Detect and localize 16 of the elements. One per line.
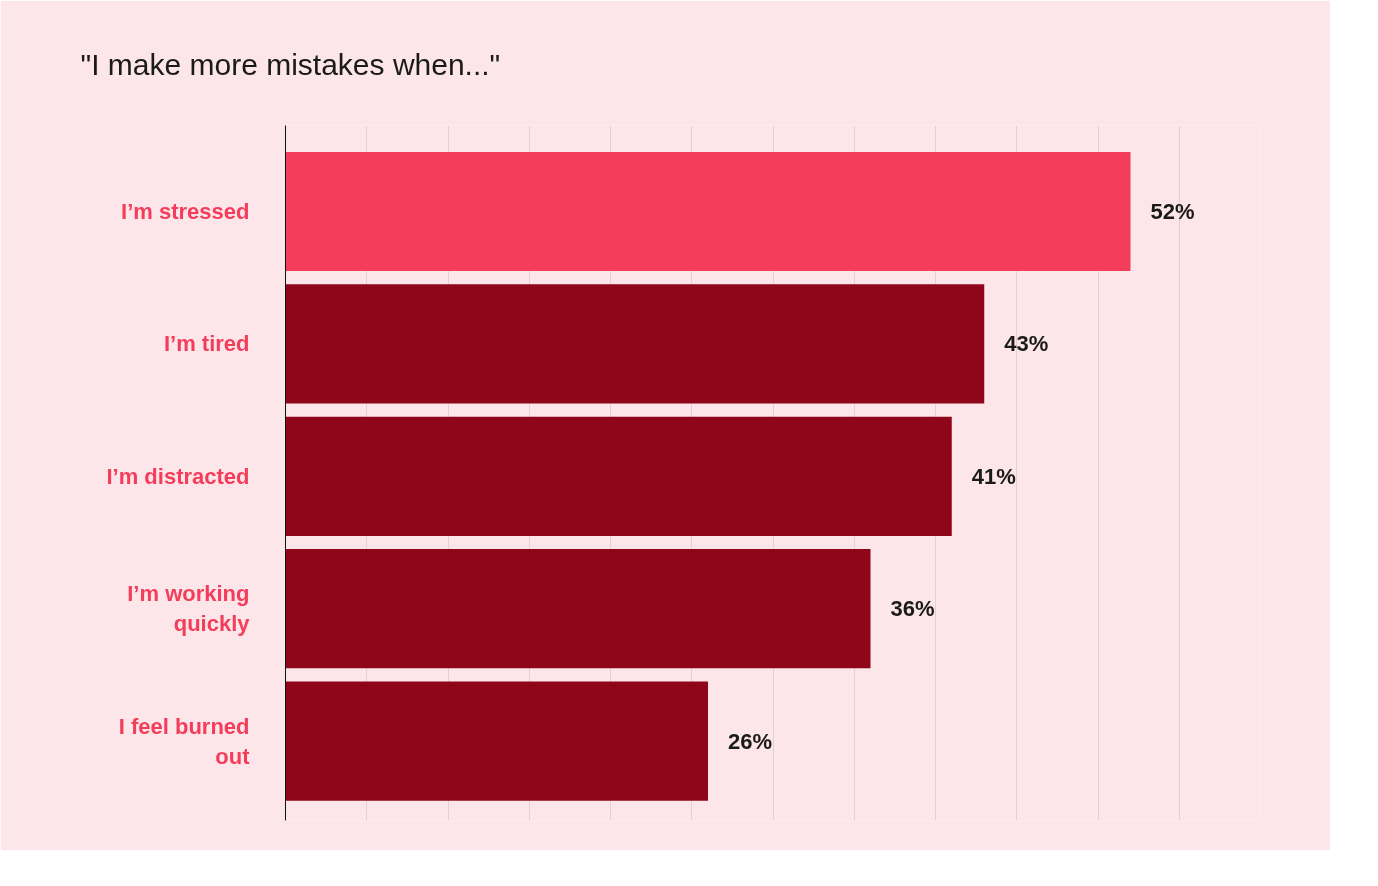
data-label: 36% [890, 596, 935, 622]
data-label: 26% [728, 728, 773, 754]
y-tick-label: I’m distracted [106, 463, 250, 489]
bar [285, 549, 871, 669]
data-label: 43% [1004, 331, 1049, 357]
bar [285, 151, 1131, 272]
data-label: 52% [1150, 199, 1195, 225]
bar [285, 416, 952, 536]
y-tick-label: I’m stressed [121, 199, 250, 225]
data-label: 41% [971, 463, 1016, 489]
bar [285, 681, 708, 801]
y-tick-label: I feel burned out [118, 713, 251, 769]
chart-title: "I make more mistakes when..." [80, 47, 501, 81]
y-tick-label: I’m working quickly [127, 581, 251, 637]
y-tick-label: I’m tired [163, 331, 250, 357]
bar [285, 284, 985, 404]
